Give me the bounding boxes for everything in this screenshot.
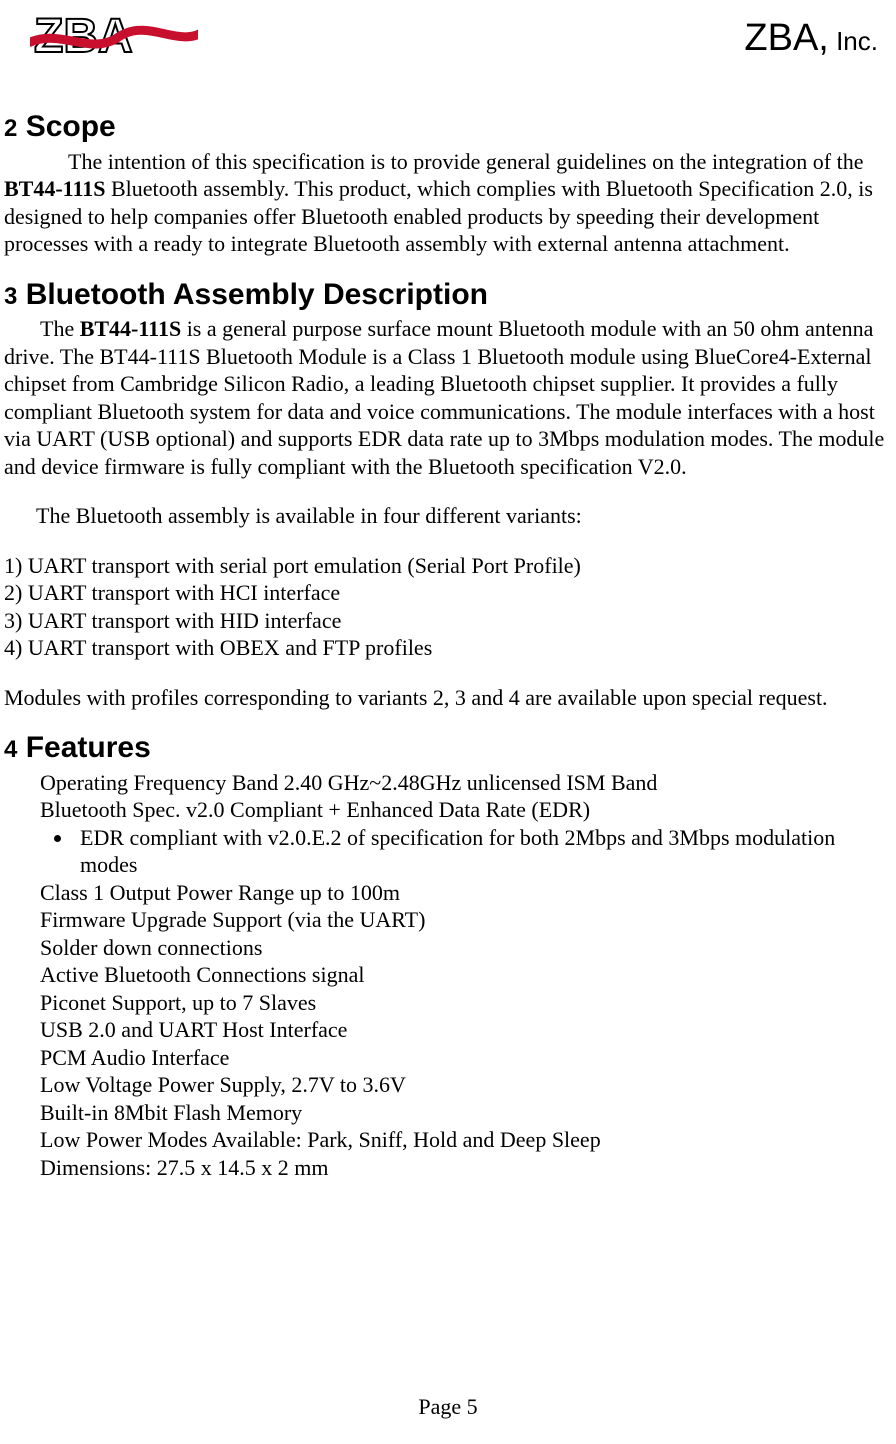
feature-item: Bluetooth Spec. v2.0 Compliant + Enhance… <box>4 796 892 824</box>
company-name-suffix: Inc. <box>829 26 878 56</box>
section-title: Bluetooth Assembly Description <box>17 278 488 311</box>
feature-bullet-list: EDR compliant with v2.0.E.2 of specifica… <box>74 824 892 879</box>
page: ZBA ZBA, Inc. 2 Scope The intention of t… <box>0 0 896 1444</box>
page-number: Page 5 <box>418 1394 477 1419</box>
feature-item: USB 2.0 and UART Host Interface <box>4 1016 892 1044</box>
scope-bold-product: BT44-111S <box>4 176 105 201</box>
page-header: ZBA ZBA, Inc. <box>0 0 896 70</box>
feature-item: PCM Audio Interface <box>4 1044 892 1072</box>
spacer <box>4 480 892 502</box>
feature-item: Piconet Support, up to 7 Slaves <box>4 989 892 1017</box>
variant-item: 2) UART transport with HCI interface <box>4 579 892 607</box>
feature-item: Solder down connections <box>4 934 892 962</box>
variant-item: 1) UART transport with serial port emula… <box>4 552 892 580</box>
section-number: 4 <box>4 736 17 763</box>
assembly-text-pre: The <box>40 316 80 341</box>
feature-item: Built-in 8Mbit Flash Memory <box>4 1099 892 1127</box>
section-title: Features <box>17 731 150 764</box>
feature-bullet-item: EDR compliant with v2.0.E.2 of specifica… <box>74 824 892 879</box>
variant-item: 4) UART transport with OBEX and FTP prof… <box>4 634 892 662</box>
document-body: 2 Scope The intention of this specificat… <box>0 70 896 1181</box>
assembly-paragraph-3: Modules with profiles corresponding to v… <box>4 684 892 712</box>
logo: ZBA <box>30 6 198 70</box>
scope-text-pre: The intention of this specification is t… <box>68 149 863 174</box>
feature-item: Operating Frequency Band 2.40 GHz~2.48GH… <box>4 769 892 797</box>
section-title: Scope <box>17 110 115 143</box>
feature-item: Dimensions: 27.5 x 14.5 x 2 mm <box>4 1154 892 1182</box>
section-number: 3 <box>4 283 17 310</box>
spacer <box>4 530 892 552</box>
feature-item: Firmware Upgrade Support (via the UART) <box>4 906 892 934</box>
scope-text-post: Bluetooth assembly. This product, which … <box>4 176 873 256</box>
feature-item: Active Bluetooth Connections signal <box>4 961 892 989</box>
assembly-bold-product: BT44-111S <box>80 316 181 341</box>
feature-item: Low Power Modes Available: Park, Sniff, … <box>4 1126 892 1154</box>
variant-item: 3) UART transport with HID interface <box>4 607 892 635</box>
company-name: ZBA, Inc. <box>744 17 878 60</box>
section-number: 2 <box>4 115 17 142</box>
feature-item: Low Voltage Power Supply, 2.7V to 3.6V <box>4 1071 892 1099</box>
section-heading-features: 4 Features <box>4 729 892 767</box>
feature-item: Class 1 Output Power Range up to 100m <box>4 879 892 907</box>
company-name-main: ZBA, <box>744 17 828 59</box>
page-footer: Page 5 <box>0 1394 896 1420</box>
assembly-paragraph-1: The BT44-111S is a general purpose surfa… <box>4 315 892 480</box>
zba-logo-icon: ZBA <box>30 6 198 70</box>
section-heading-scope: 2 Scope <box>4 108 892 146</box>
spacer <box>4 662 892 684</box>
assembly-paragraph-2: The Bluetooth assembly is available in f… <box>4 502 892 530</box>
section-heading-assembly: 3 Bluetooth Assembly Description <box>4 276 892 314</box>
scope-paragraph: The intention of this specification is t… <box>4 148 892 258</box>
